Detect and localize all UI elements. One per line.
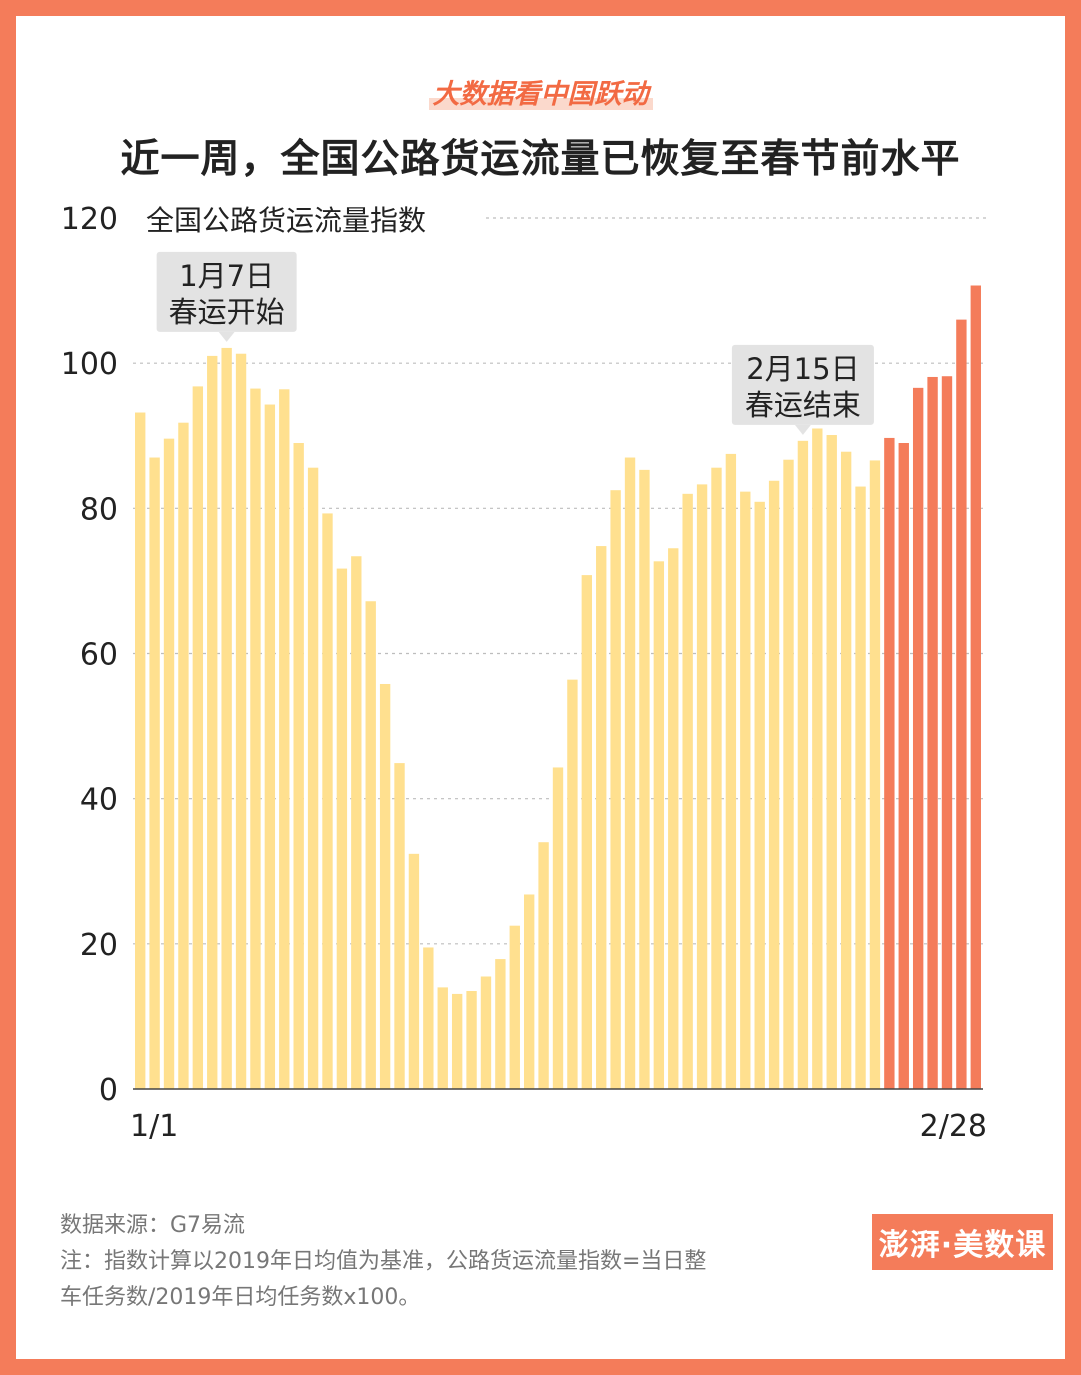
y-tick-label: 40	[80, 783, 118, 818]
bar	[552, 767, 564, 1089]
bar	[235, 353, 247, 1089]
x-tick-start: 1/1	[130, 1109, 178, 1144]
bar	[711, 467, 722, 1090]
y-tick-label: 0	[99, 1073, 118, 1108]
bar	[754, 501, 765, 1089]
bar	[351, 556, 362, 1089]
y-tick-label: 120	[61, 202, 118, 237]
bar	[581, 575, 592, 1089]
bar	[783, 459, 794, 1089]
note-line-2: 车任务数/2019年日均任务数x100。	[60, 1285, 421, 1310]
bar	[768, 480, 780, 1089]
bar	[307, 467, 319, 1090]
bar	[869, 460, 881, 1089]
bar	[408, 853, 420, 1089]
bar	[812, 428, 823, 1089]
bar-recent-week	[884, 437, 895, 1089]
note-line-1: 注：指数计算以2019年日均值为基准，公路货运流量指数=当日整	[60, 1249, 707, 1274]
bar	[797, 440, 809, 1090]
bar	[207, 355, 218, 1089]
y-tick-label: 20	[80, 928, 118, 963]
x-tick-end: 2/28	[920, 1109, 987, 1144]
bar	[365, 601, 376, 1089]
bar	[322, 513, 333, 1089]
kicker-label: 大数据看中国跃动	[0, 72, 1081, 111]
chart-title: 近一周，全国公路货运流量已恢复至春节前水平	[120, 137, 961, 182]
bar-recent-week	[912, 387, 924, 1090]
bar	[855, 486, 866, 1089]
y-tick-label: 60	[80, 638, 118, 673]
bar	[279, 389, 290, 1090]
annotation-box	[731, 344, 874, 425]
bar	[725, 453, 737, 1089]
footer: 数据来源：G7易流 注：指数计算以2019年日均值为基准，公路货运流量指数=当日…	[60, 1208, 706, 1316]
bar	[466, 991, 477, 1089]
annotation-date: 2月15日	[746, 352, 859, 386]
bar	[840, 451, 852, 1089]
bar-recent-week	[956, 319, 967, 1089]
annotation-event: 春运结束	[745, 388, 861, 422]
bar	[826, 435, 837, 1089]
bar	[495, 959, 506, 1089]
bar	[668, 548, 679, 1089]
annotation-event: 春运开始	[169, 295, 285, 329]
y-tick-label: 100	[61, 347, 118, 382]
bar	[538, 842, 549, 1089]
annotation-pointer	[218, 331, 235, 342]
bar	[624, 457, 636, 1089]
y-tick-label: 80	[80, 492, 118, 527]
bar	[524, 894, 535, 1089]
bar-recent-week	[898, 443, 909, 1090]
bar-chart: 0 20 40 60 80 100 120 全国公路货运流量指数 1/1 2/28 1月7日…	[61, 202, 987, 1144]
bar	[682, 493, 693, 1090]
bar	[379, 683, 391, 1089]
bar	[264, 404, 276, 1089]
bar	[135, 412, 146, 1090]
bar	[192, 386, 204, 1090]
bar	[567, 679, 578, 1089]
bar	[480, 976, 492, 1089]
bar-recent-week	[970, 285, 981, 1089]
bar	[696, 484, 708, 1089]
bar	[221, 347, 232, 1089]
annotation-date: 1月7日	[179, 259, 274, 293]
bars	[135, 285, 981, 1090]
bar	[437, 987, 448, 1089]
bar	[178, 422, 189, 1089]
y-tick-labels: 0 20 40 60 80 100 120	[61, 202, 118, 1108]
bar	[423, 947, 434, 1089]
bar	[250, 388, 261, 1090]
y-axis-label: 全国公路货运流量指数	[146, 204, 426, 237]
bar	[394, 763, 405, 1089]
bar	[293, 443, 304, 1090]
bar	[596, 546, 607, 1089]
source-text: 数据来源：G7易流	[60, 1213, 246, 1238]
bar	[740, 491, 751, 1089]
bar	[509, 925, 520, 1089]
bar	[336, 568, 348, 1089]
bar	[163, 438, 175, 1089]
bar	[149, 457, 160, 1089]
bar	[610, 490, 621, 1089]
bar-recent-week	[941, 376, 953, 1089]
bar	[451, 993, 463, 1089]
bar	[639, 469, 650, 1090]
bar-recent-week	[927, 376, 938, 1089]
annotation-pointer	[794, 424, 811, 435]
annotation-box	[156, 251, 297, 332]
thepaper-logo: 澎湃·美数课	[872, 1214, 1053, 1270]
bar	[653, 561, 665, 1089]
